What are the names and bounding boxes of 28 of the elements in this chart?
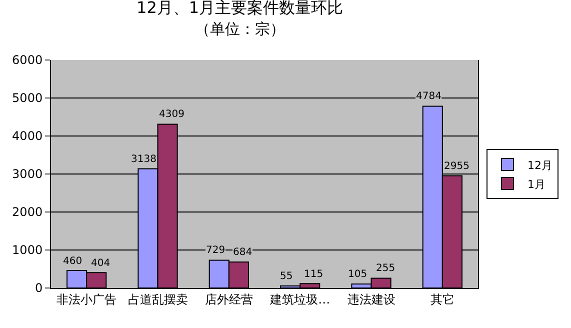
chart-subtitle: （单位：宗） — [194, 20, 285, 38]
data-label: 404 — [91, 258, 110, 269]
data-label: 255 — [376, 263, 396, 274]
y-tick-label: 4000 — [12, 129, 43, 144]
data-label: 460 — [63, 256, 82, 267]
y-tick-label: 3000 — [12, 167, 43, 182]
data-label: 4784 — [416, 91, 442, 102]
data-label: 3138 — [131, 154, 156, 165]
data-label: 55 — [280, 271, 293, 282]
data-label: 2955 — [444, 161, 470, 172]
data-label: 684 — [233, 247, 252, 258]
y-tick-label: 5000 — [12, 91, 43, 106]
y-tick-label: 2000 — [12, 205, 43, 220]
x-tick-label: 违法建设 — [347, 292, 396, 306]
y-tick-label: 6000 — [12, 53, 43, 68]
y-tick-label: 0 — [34, 281, 43, 296]
data-label: 729 — [206, 245, 226, 256]
legend-label: 1月 — [528, 178, 546, 191]
x-tick-label: 其它 — [430, 292, 454, 306]
data-label: 105 — [348, 269, 368, 280]
x-tick-label: 建筑垃圾… — [269, 292, 330, 306]
x-tick-label: 占道乱摆卖 — [128, 292, 188, 306]
x-tick-label: 非法小广告 — [56, 292, 117, 306]
y-tick-label: 1000 — [12, 243, 43, 258]
legend-label: 12月 — [528, 158, 553, 172]
data-label: 115 — [304, 269, 324, 280]
x-tick-label: 店外经营 — [204, 292, 253, 306]
data-label: 4309 — [159, 109, 184, 120]
